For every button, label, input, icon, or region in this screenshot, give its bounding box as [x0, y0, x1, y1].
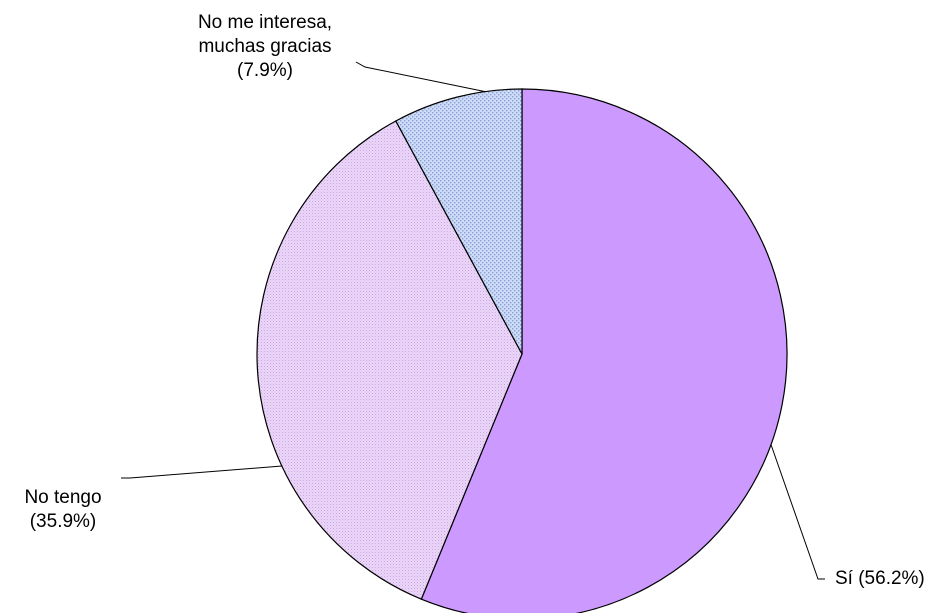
slice-label-line: No tengo [24, 487, 101, 508]
leader-lines [121, 61, 825, 580]
slice-label-line: (35.9%) [30, 511, 97, 532]
pie-slice-1 [420, 88, 788, 613]
slice-label-line: No me interesa, [198, 12, 332, 33]
slice-label-2: No tengo (35.9%) [24, 487, 101, 532]
slice-label-line: (7.9%) [237, 60, 293, 81]
slice-label-3: No me interesa, muchas gracias (7.9%) [198, 12, 332, 81]
leader-line-2 [121, 465, 282, 479]
leader-line-1 [770, 444, 825, 580]
leader-line-3 [355, 61, 486, 93]
slice-label-1: Sí (56.2%) [835, 568, 925, 589]
pie-slices [256, 88, 788, 613]
slice-label-line: Sí (56.2%) [835, 568, 925, 589]
pie-slice-3 [394, 88, 523, 355]
slice-label-line: muchas gracias [198, 36, 331, 57]
slice-labels: Sí (56.2%) No tengo (35.9%) No me interesa,… [24, 12, 924, 589]
pie-slice-2 [256, 120, 523, 600]
